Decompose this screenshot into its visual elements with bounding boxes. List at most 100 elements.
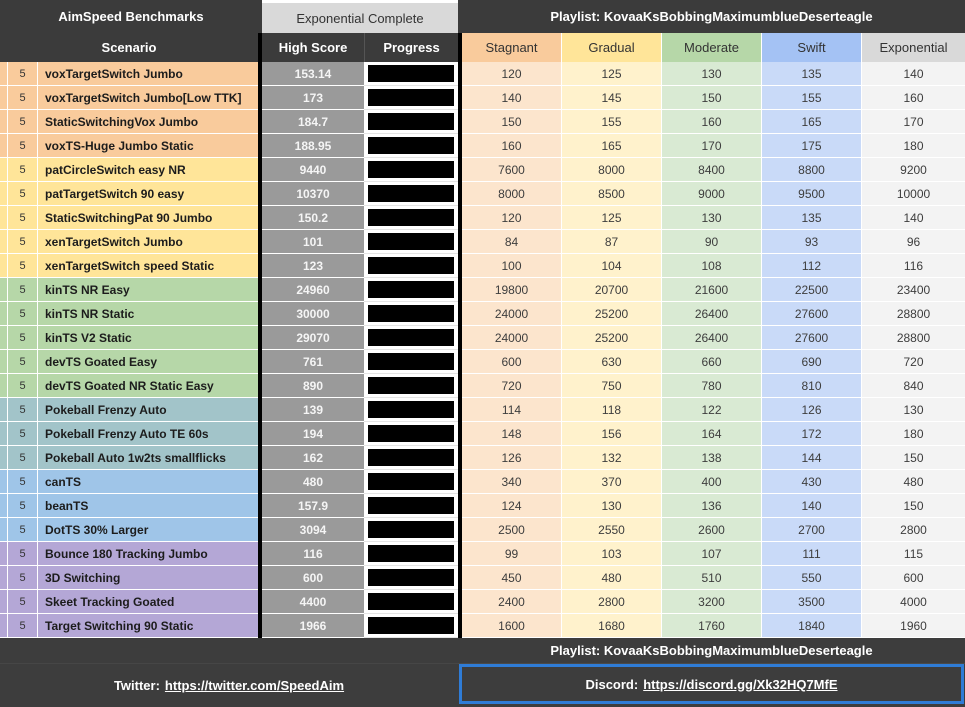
scenario-name-cell: voxTS-Huge Jumbo Static: [38, 134, 258, 158]
row-margin-cell: [0, 566, 8, 590]
row-margin-cell: [0, 590, 8, 614]
tier-value-exponential: 115: [862, 542, 965, 566]
row-margin-cell: [0, 158, 8, 182]
tier-value-stagnant: 100: [462, 254, 562, 278]
row-margin-cell: [0, 182, 8, 206]
progress-column-header: Progress: [364, 33, 458, 62]
vertical-divider: [458, 278, 462, 302]
progress-cell: [364, 614, 458, 638]
table-row: 5 patCircleSwitch easy NR 9440 7600 8000…: [0, 158, 965, 182]
tier-value-swift: 155: [762, 86, 862, 110]
scenario-name-cell: Target Switching 90 Static: [38, 614, 258, 638]
progress-bar: [368, 233, 454, 250]
vertical-divider: [258, 446, 262, 470]
high-score-cell: 1966: [262, 614, 364, 638]
benchmark-title: AimSpeed Benchmarks: [0, 0, 262, 33]
discord-link[interactable]: https://discord.gg/Xk32HQ7MfE: [643, 676, 838, 692]
tier-value-moderate: 90: [662, 230, 762, 254]
tier-value-stagnant: 24000: [462, 302, 562, 326]
table-row: 5 StaticSwitchingVox Jumbo 184.7 150 155…: [0, 110, 965, 134]
twitter-link[interactable]: https://twitter.com/SpeedAim: [164, 678, 345, 693]
vertical-divider: [458, 206, 462, 230]
progress-cell: [364, 230, 458, 254]
row-margin-cell: [0, 86, 8, 110]
tier-value-swift: 1840: [762, 614, 862, 638]
tier-value-stagnant: 600: [462, 350, 562, 374]
scenario-name-cell: devTS Goated Easy: [38, 350, 258, 374]
tier-value-moderate: 660: [662, 350, 762, 374]
tier-value-stagnant: 120: [462, 62, 562, 86]
vertical-divider: [458, 446, 462, 470]
tier-value-stagnant: 7600: [462, 158, 562, 182]
row-count-cell: 5: [8, 350, 38, 374]
row-count-cell: 5: [8, 590, 38, 614]
row-margin-cell: [0, 278, 8, 302]
vertical-divider: [258, 182, 262, 206]
tier-value-exponential: 150: [862, 494, 965, 518]
tier-value-swift: 27600: [762, 326, 862, 350]
row-count-cell: 5: [8, 518, 38, 542]
high-score-cell: 890: [262, 374, 364, 398]
progress-bar: [368, 449, 454, 466]
row-count-cell: 5: [8, 182, 38, 206]
high-score-cell: 157.9: [262, 494, 364, 518]
progress-cell: [364, 326, 458, 350]
scenario-name-cell: beanTS: [38, 494, 258, 518]
tier-value-gradual: 132: [562, 446, 662, 470]
tier-value-swift: 22500: [762, 278, 862, 302]
table-row: 5 kinTS NR Easy 24960 19800 20700 21600 …: [0, 278, 965, 302]
progress-bar: [368, 257, 454, 274]
vertical-divider: [258, 350, 262, 374]
row-count-cell: 5: [8, 158, 38, 182]
high-score-cell: 194: [262, 422, 364, 446]
tier-value-stagnant: 150: [462, 110, 562, 134]
tier-value-exponential: 600: [862, 566, 965, 590]
row-margin-cell: [0, 134, 8, 158]
progress-bar: [368, 617, 454, 634]
tier-value-moderate: 107: [662, 542, 762, 566]
table-row: 5 beanTS 157.9 124 130 136 140 150: [0, 494, 965, 518]
scenario-name-cell: Pokeball Frenzy Auto: [38, 398, 258, 422]
vertical-divider: [258, 542, 262, 566]
progress-cell: [364, 110, 458, 134]
tier-value-stagnant: 340: [462, 470, 562, 494]
scenario-name-cell: canTS: [38, 470, 258, 494]
tier-value-moderate: 3200: [662, 590, 762, 614]
high-score-cell: 24960: [262, 278, 364, 302]
tier-value-exponential: 10000: [862, 182, 965, 206]
tier-value-swift: 140: [762, 494, 862, 518]
tier-value-swift: 135: [762, 206, 862, 230]
vertical-divider: [258, 33, 262, 62]
table-row: 5 xenTargetSwitch Jumbo 101 84 87 90 93 …: [0, 230, 965, 254]
tier-value-swift: 3500: [762, 590, 862, 614]
progress-bar: [368, 113, 454, 130]
high-score-cell: 29070: [262, 326, 364, 350]
tier-value-moderate: 160: [662, 110, 762, 134]
tier-header-exponential: Exponential: [862, 33, 965, 62]
vertical-divider: [458, 422, 462, 446]
tier-value-swift: 430: [762, 470, 862, 494]
tier-header-stagnant: Stagnant: [462, 33, 562, 62]
tier-value-swift: 8800: [762, 158, 862, 182]
tier-value-stagnant: 84: [462, 230, 562, 254]
scenario-name-cell: DotTS 30% Larger: [38, 518, 258, 542]
column-header-row: Scenario High Score Progress Stagnant Gr…: [0, 33, 965, 62]
tier-value-stagnant: 160: [462, 134, 562, 158]
tier-value-exponential: 840: [862, 374, 965, 398]
playlist-title: Playlist: KovaaKsBobbingMaximumblueDeser…: [458, 0, 965, 33]
high-score-cell: 139: [262, 398, 364, 422]
tier-value-exponential: 9200: [862, 158, 965, 182]
row-margin-cell: [0, 110, 8, 134]
tier-value-stagnant: 720: [462, 374, 562, 398]
high-score-cell: 10370: [262, 182, 364, 206]
progress-bar: [368, 521, 454, 538]
progress-cell: [364, 398, 458, 422]
table-row: 5 kinTS NR Static 30000 24000 25200 2640…: [0, 302, 965, 326]
row-count-cell: 5: [8, 422, 38, 446]
row-count-cell: 5: [8, 62, 38, 86]
progress-cell: [364, 494, 458, 518]
tier-value-gradual: 156: [562, 422, 662, 446]
tier-value-swift: 111: [762, 542, 862, 566]
high-score-cell: 3094: [262, 518, 364, 542]
footer-left: Twitter: https://twitter.com/SpeedAim: [0, 638, 458, 707]
